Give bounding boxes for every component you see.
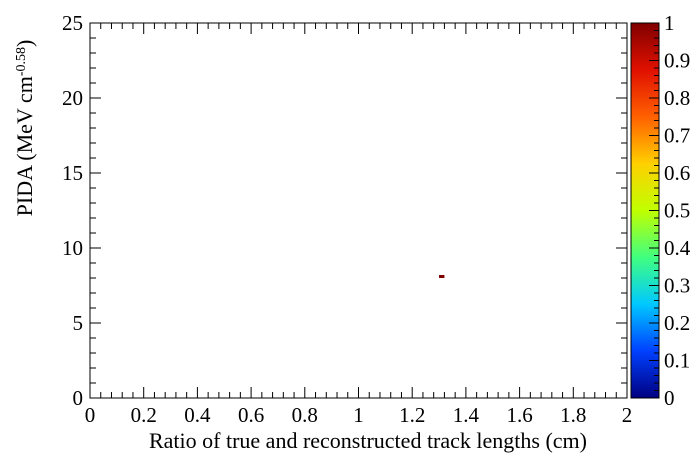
x-tick-label: 1.8 bbox=[560, 403, 586, 427]
x-tick-label: 0.6 bbox=[238, 403, 264, 427]
colorbar-axis: 0 0.1 0.2 0.3 0.4 0.5 0.6 0.7 0.8 0.9 1 bbox=[649, 11, 691, 410]
x-tick-label: 1.4 bbox=[453, 403, 480, 427]
colorbar-tick-label: 0.4 bbox=[664, 236, 691, 260]
y-axis-title-superscript: -0.58 bbox=[14, 47, 29, 76]
y-axis-title-main: PIDA (MeV cm bbox=[12, 76, 37, 216]
x-tick-label: 1.2 bbox=[399, 403, 425, 427]
y-tick-label: 20 bbox=[62, 86, 83, 110]
x-tick-label: 1 bbox=[353, 403, 364, 427]
y-axis-title-close: ) bbox=[12, 40, 37, 47]
x-tick-label: 2 bbox=[622, 403, 633, 427]
y-tick-label: 0 bbox=[73, 386, 84, 410]
colorbar-tick-label: 0.1 bbox=[664, 349, 690, 373]
colorbar-tick-label: 0.7 bbox=[664, 124, 690, 148]
y-tick-label: 10 bbox=[62, 236, 83, 260]
x-tick-label: 0.4 bbox=[184, 403, 211, 427]
y-tick-label: 15 bbox=[62, 161, 83, 185]
x-axis: 0 0.2 0.4 0.6 0.8 1 1.2 1.4 1.6 1.8 2 bbox=[85, 23, 633, 427]
colorbar-tick-label: 0.6 bbox=[664, 161, 690, 185]
heatmap-cell-0 bbox=[439, 275, 445, 278]
x-axis-title: Ratio of true and reconstructed track le… bbox=[149, 428, 587, 453]
colorbar-tick-label: 0.3 bbox=[664, 274, 690, 298]
x-tick-label: 0 bbox=[85, 403, 96, 427]
x-tick-label: 0.8 bbox=[292, 403, 318, 427]
y-tick-label: 5 bbox=[73, 311, 84, 335]
x-tick-label: 1.6 bbox=[506, 403, 532, 427]
colorbar-tick-label: 1 bbox=[664, 11, 675, 35]
y-tick-label: 25 bbox=[62, 11, 83, 35]
y-axis-title: PIDA (MeV cm-0.58) bbox=[12, 40, 37, 217]
colorbar-tick-label: 0.5 bbox=[664, 199, 690, 223]
colorbar-tick-label: 0.9 bbox=[664, 49, 690, 73]
colorbar-tick-label: 0 bbox=[664, 386, 675, 410]
colorbar-tick-label: 0.2 bbox=[664, 311, 690, 335]
y-axis: 0 5 10 15 20 25 bbox=[62, 11, 627, 410]
colorbar-tick-label: 0.8 bbox=[664, 86, 690, 110]
x-tick-label: 0.2 bbox=[131, 403, 157, 427]
heatmap-cells bbox=[439, 275, 445, 278]
